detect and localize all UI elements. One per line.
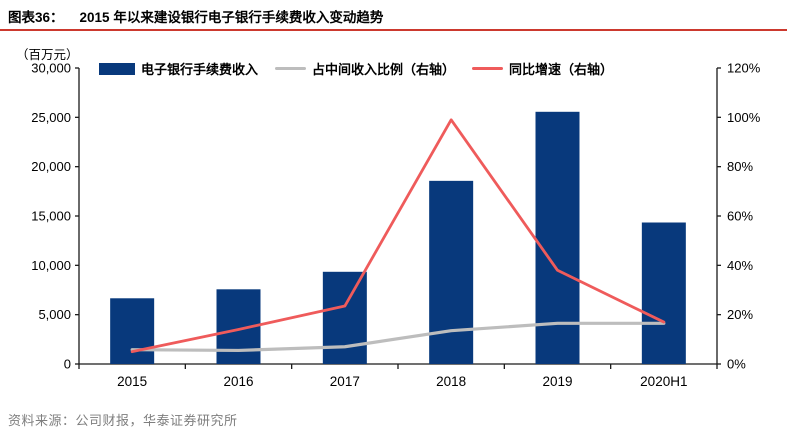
left-axis-tick-label: 10,000 [31,258,71,273]
title-underline-divider [0,29,787,31]
share-line-series [130,321,666,353]
bar-series-swatch-icon [99,62,135,75]
x-axis-category-label: 2018 [436,374,466,389]
legend-item-bars: 电子银行手续费收入 [99,59,258,78]
gray-line-swatch-icon [275,66,307,71]
bar-2018 [429,180,474,364]
x-axis-category-label: 2020H1 [640,374,687,389]
figure-title: 2015 年以来建设银行电子银行手续费收入变动趋势 [79,10,384,25]
left-axis-tick-label: 0 [64,357,71,372]
left-axis-tick-label: 20,000 [31,159,71,174]
left-axis-tick-label: 30,000 [31,61,71,76]
right-axis-tick-label: 80% [727,159,753,174]
bar-2017 [322,271,367,364]
source-note: 资料来源：公司财报，华泰证券研究所 [8,413,238,428]
figure-number-label: 图表36： [8,10,64,25]
right-axis-tick-label: 120% [727,61,761,76]
right-axis-tick-label: 0% [727,357,746,372]
axis-unit-label: （百万元） [16,48,79,62]
left-axis-tick-label: 5,000 [38,307,71,322]
chart-legend: 电子银行手续费收入 占中间收入比例（右轴） 同比增速（右轴） [99,59,613,78]
x-axis-category-label: 2016 [223,374,253,389]
right-axis-tick-label: 20% [727,307,753,322]
x-axis-category-label: 2019 [542,374,572,389]
right-axis-tick-label: 60% [727,209,753,224]
figure-header: 图表36： 2015 年以来建设银行电子银行手续费收入变动趋势 [8,6,383,26]
left-axis-tick-label: 15,000 [31,209,71,224]
legend-label-bars: 电子银行手续费收入 [141,62,259,77]
yoy-line-series [130,118,666,354]
right-axis-tick-label: 100% [727,110,761,125]
bar-2020H1 [641,222,686,364]
bar-2019 [535,111,580,365]
x-axis-category-label: 2015 [117,374,147,389]
legend-item-share: 占中间收入比例（右轴） [275,59,455,78]
right-axis-tick-label: 40% [727,258,753,273]
legend-label-share: 占中间收入比例（右轴） [312,62,456,77]
x-axis-category-label: 2017 [330,374,360,389]
left-axis-tick-label: 25,000 [31,110,71,125]
bar-2015 [110,298,155,364]
legend-item-yoy: 同比增速（右轴） [472,59,613,78]
red-line-swatch-icon [472,66,504,71]
legend-label-yoy: 同比增速（右轴） [509,62,614,77]
